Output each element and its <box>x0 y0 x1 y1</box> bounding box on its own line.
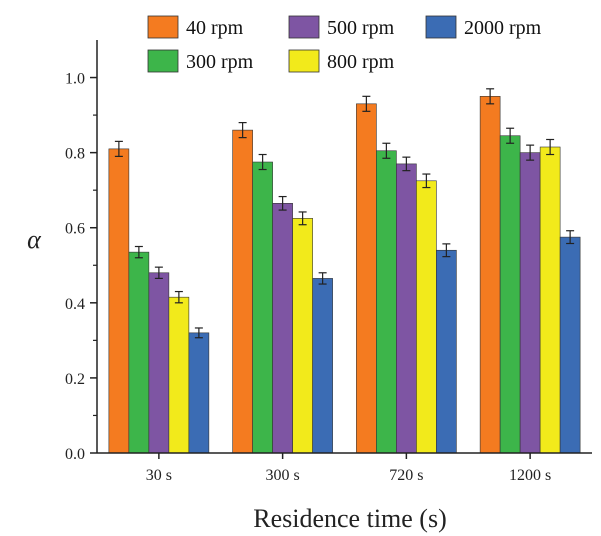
legend-label: 800 rpm <box>327 51 395 73</box>
legend-label: 2000 rpm <box>464 17 542 39</box>
bar <box>479 96 501 454</box>
y-tick-label: 0.6 <box>65 221 85 238</box>
legend-label: 500 rpm <box>327 17 395 39</box>
x-tick-label: 300 s <box>266 467 300 484</box>
bar <box>376 150 397 454</box>
bar <box>539 146 561 454</box>
y-tick-label: 0.8 <box>65 146 85 163</box>
bar <box>499 135 521 454</box>
bar <box>128 251 150 454</box>
bar <box>108 148 130 454</box>
bar <box>148 272 170 454</box>
bar <box>559 236 581 454</box>
x-tick-label: 1200 s <box>509 467 551 484</box>
x-tick-label: 30 s <box>146 467 172 484</box>
y-tick-label: 0.2 <box>65 371 85 388</box>
bar <box>396 163 417 454</box>
bar <box>168 296 190 454</box>
bars <box>108 96 581 454</box>
x-axis-title: Residence time (s) <box>253 504 447 533</box>
axes: 0.0 0.2 0.4 0.6 0.8 1.0 30 s 300 s 720 s 1200 s <box>65 40 592 484</box>
bar <box>252 161 273 454</box>
y-tick-label: 0.4 <box>65 296 85 313</box>
legend-label: 40 rpm <box>186 17 244 39</box>
bar <box>292 218 313 454</box>
error-bars <box>114 88 575 339</box>
bar <box>519 152 541 454</box>
bar <box>416 180 437 454</box>
legend-swatch <box>425 15 457 39</box>
legend-swatch <box>147 15 179 39</box>
x-tick-label: 720 s <box>389 467 423 484</box>
legend: 40 rpm 300 rpm 500 rpm 800 rpm 2000 rpm <box>147 15 542 73</box>
bar <box>232 129 253 454</box>
bar <box>272 203 293 454</box>
legend-swatch <box>288 49 320 73</box>
bar <box>356 103 377 454</box>
bar <box>436 249 457 454</box>
bar <box>312 278 333 454</box>
y-tick-label: 0.0 <box>65 446 85 463</box>
legend-swatch <box>288 15 320 39</box>
legend-swatch <box>147 49 179 73</box>
bar <box>188 332 210 454</box>
y-tick-label: 1.0 <box>65 71 85 88</box>
legend-label: 300 rpm <box>186 51 254 73</box>
y-axis-title: α <box>27 225 42 254</box>
